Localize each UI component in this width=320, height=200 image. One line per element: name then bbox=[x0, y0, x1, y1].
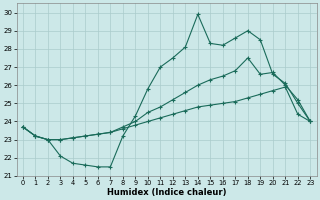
X-axis label: Humidex (Indice chaleur): Humidex (Indice chaleur) bbox=[107, 188, 226, 197]
